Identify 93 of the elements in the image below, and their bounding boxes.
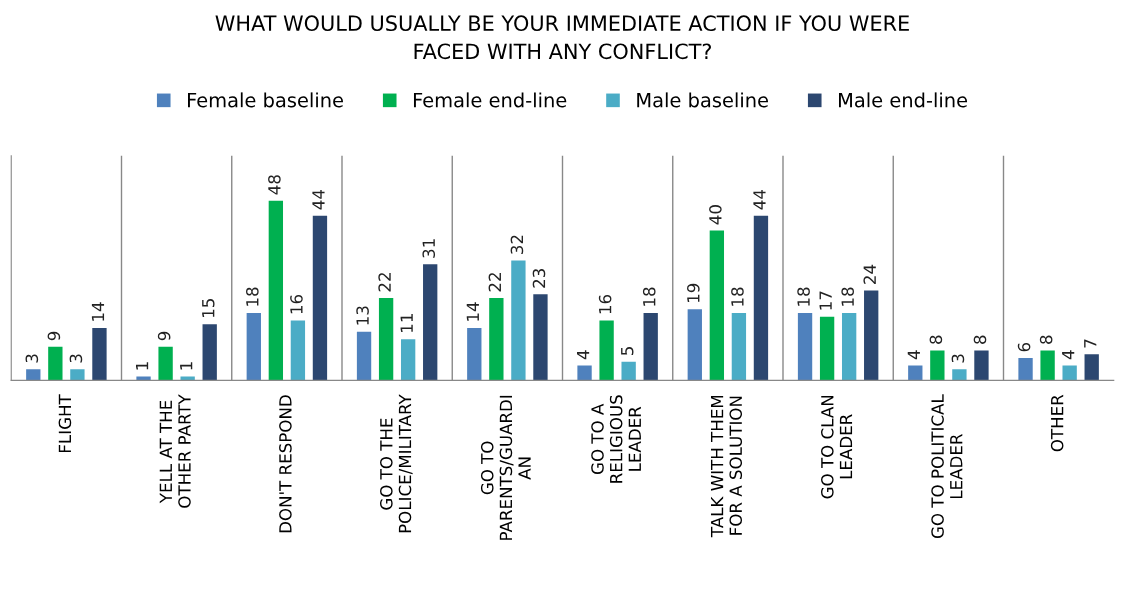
- x-tick-label: GO TO POLITICAL LEADER: [931, 394, 963, 539]
- data-label: 19: [687, 283, 700, 303]
- data-label: 3: [69, 354, 83, 363]
- bar: [312, 215, 328, 381]
- data-label: 1: [136, 362, 149, 370]
- data-label: 14: [466, 302, 479, 321]
- data-label: 9: [47, 331, 61, 341]
- x-tick-label: FLIGHT: [58, 394, 72, 453]
- data-label: 11: [400, 314, 413, 332]
- data-label: 18: [841, 287, 854, 306]
- bar: [841, 312, 857, 381]
- data-label: 15: [202, 299, 215, 317]
- data-label: 1: [180, 362, 193, 370]
- data-label: 18: [246, 287, 259, 306]
- bar: [1018, 357, 1033, 381]
- data-label: 4: [1062, 350, 1075, 360]
- data-label: 40: [709, 205, 722, 225]
- bar: [92, 327, 107, 381]
- legend-label: Male end-line: [839, 92, 968, 108]
- bar: [378, 298, 394, 381]
- data-label: 18: [797, 287, 810, 306]
- data-label: 22: [488, 273, 501, 292]
- x-tick-label: GO TO THE POLICE/MILITARY: [380, 394, 413, 533]
- bar: [577, 365, 592, 381]
- data-label: 3: [25, 354, 39, 363]
- data-label: 8: [973, 335, 987, 344]
- data-label: 48: [268, 175, 281, 195]
- x-tick-label: DON'T RESPOND: [279, 395, 292, 533]
- chart-title: WHAT WOULD USUALLY BE YOUR IMMEDIATE ACTION IF YOU WERE FACED WITH ANY CONFLICT?: [215, 15, 909, 60]
- bar: [731, 312, 747, 381]
- bar: [974, 350, 989, 381]
- data-label: 5: [621, 347, 634, 355]
- data-label: 16: [290, 294, 303, 314]
- data-label: 14: [91, 302, 105, 321]
- bar: [709, 230, 725, 381]
- data-label: 6: [1017, 342, 1031, 352]
- bar: [1040, 350, 1055, 381]
- x-tick-label: GO TO PARENTS/GUARDI AN: [480, 395, 531, 540]
- data-label: 17: [819, 291, 832, 310]
- data-label: 4: [907, 350, 920, 360]
- bar: [400, 339, 416, 381]
- data-label: 13: [356, 306, 369, 325]
- data-label: 22: [378, 273, 391, 292]
- bar: [952, 369, 967, 381]
- x-tick-label: TALK WITH THEM FOR A SOLUTION: [710, 395, 743, 538]
- data-label: 8: [1039, 335, 1053, 344]
- bar: [533, 294, 548, 381]
- bar: [290, 320, 306, 381]
- bar: [753, 215, 769, 381]
- bar: [687, 309, 702, 381]
- bar: [621, 361, 636, 381]
- bar: [48, 346, 63, 381]
- data-label: 18: [731, 287, 744, 306]
- bar: [356, 331, 372, 381]
- data-label: 23: [532, 269, 546, 288]
- data-label: 32: [510, 235, 524, 254]
- bar: [1084, 354, 1099, 381]
- legend-label: Female end-line: [413, 92, 567, 108]
- bar: [599, 320, 614, 381]
- bar: [819, 316, 835, 381]
- data-label: 44: [753, 189, 766, 210]
- data-label: 3: [951, 354, 965, 363]
- data-label: 4: [577, 350, 590, 360]
- x-tick-label: YELL AT THE OTHER PARTY: [159, 394, 191, 508]
- bar: [467, 327, 482, 381]
- x-tick-label: OTHER: [1050, 394, 1064, 452]
- data-label: 9: [157, 331, 171, 341]
- data-label: 24: [863, 264, 876, 284]
- legend-label: Male baseline: [637, 92, 768, 108]
- bar: [797, 312, 813, 381]
- legend-label: Female baseline: [188, 92, 343, 108]
- bar: [70, 369, 85, 381]
- x-tick-label: GO TO CLAN LEADER: [821, 395, 853, 499]
- bar: [864, 290, 879, 381]
- data-label: 8: [929, 335, 943, 344]
- bar: [511, 260, 526, 381]
- bar: [246, 312, 261, 381]
- data-label: 16: [598, 294, 612, 314]
- data-label: 18: [642, 287, 656, 306]
- bar: [930, 350, 945, 381]
- bar: [268, 200, 284, 381]
- bar: [423, 264, 438, 381]
- data-label: 7: [1084, 339, 1097, 348]
- bar: [1062, 365, 1077, 381]
- bar: [643, 312, 658, 381]
- bar: [158, 346, 173, 381]
- data-label: 31: [422, 239, 436, 258]
- x-tick-label: GO TO A RELIGIOUS LEADER: [591, 395, 641, 483]
- bar: [489, 298, 504, 381]
- bar: [202, 324, 217, 381]
- bar: [26, 369, 41, 381]
- bar: [908, 365, 923, 381]
- data-label: 44: [312, 189, 325, 210]
